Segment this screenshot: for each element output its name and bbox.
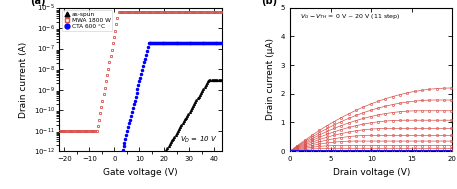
Y-axis label: Drain current (A): Drain current (A)	[19, 41, 28, 118]
Text: $V_G - V_{TH}$ = 0 V ~ 20 V (11 step): $V_G - V_{TH}$ = 0 V ~ 20 V (11 step)	[300, 12, 400, 21]
X-axis label: Gate voltage (V): Gate voltage (V)	[103, 168, 178, 177]
Text: $V_D$ = 10 V: $V_D$ = 10 V	[180, 135, 217, 146]
Legend: as-spun, MWA 1800 W, CTA 600 °C: as-spun, MWA 1800 W, CTA 600 °C	[62, 10, 112, 31]
X-axis label: Drain voltage (V): Drain voltage (V)	[333, 168, 410, 177]
Y-axis label: Drain current (μA): Drain current (μA)	[266, 38, 275, 120]
Text: (b): (b)	[261, 0, 277, 6]
Text: (a): (a)	[30, 0, 46, 6]
